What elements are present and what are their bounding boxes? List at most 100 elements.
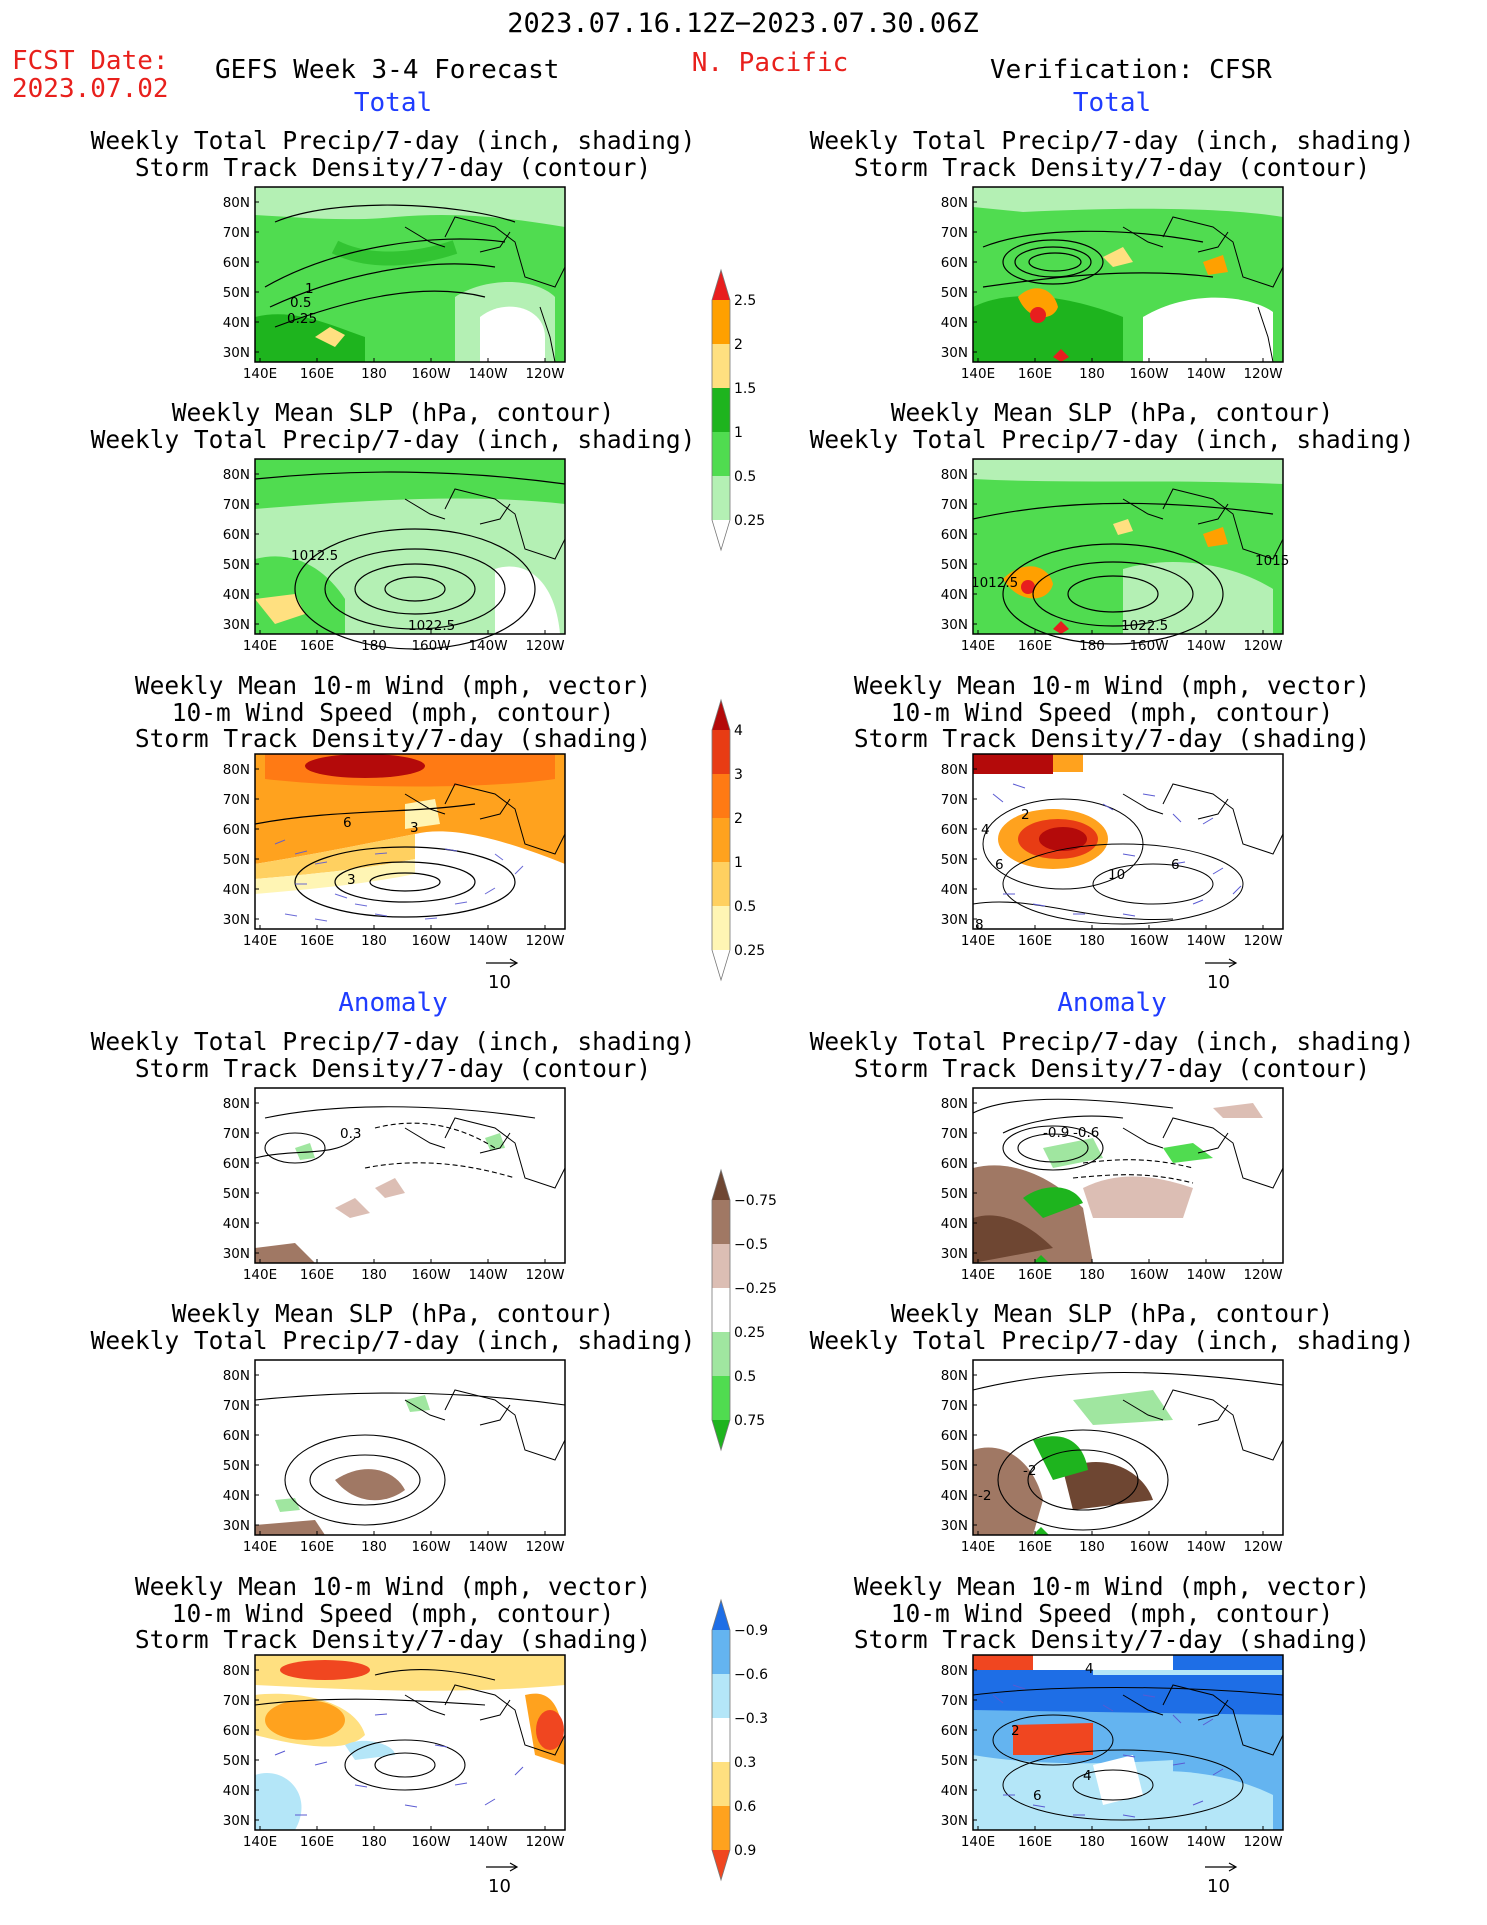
lon-tick-label: 160E xyxy=(1018,933,1052,949)
lat-tick-label: 30N xyxy=(941,1246,968,1262)
map-svg: -2 -2 80N 70N 60N 50N 40N 30N 140E 160E 180 160W 1… xyxy=(941,1359,1284,1555)
lat-tick-label: 60N xyxy=(223,1723,250,1739)
lat-tick-label: 80N xyxy=(223,762,250,778)
panel-title-total-precip-cfsr: Weekly Total Precip/7-day (inch, shading… xyxy=(809,126,1415,182)
colorbar-swatch xyxy=(712,1762,730,1806)
lon-tick-label: 180 xyxy=(361,638,387,654)
lat-tick-label: 70N xyxy=(223,1693,250,1709)
contour-label: 6 xyxy=(1171,857,1180,873)
lat-tick-label: 30N xyxy=(941,617,968,633)
lat-tick-label: 40N xyxy=(223,315,250,331)
colorbar-swatch xyxy=(712,1170,730,1200)
lat-tick-label: 80N xyxy=(941,1663,968,1679)
arrow-icon: 10 xyxy=(1205,958,1238,993)
svg-text:10: 10 xyxy=(1207,1876,1230,1897)
lon-tick-label: 160W xyxy=(1129,933,1168,949)
map-anom-wind-fcst: 80N 70N 60N 50N 40N 30N 140E 160E 180 160W 140W 120… xyxy=(223,1654,566,1855)
lon-tick-label: 140W xyxy=(1186,638,1225,654)
lon-tick-label: 140W xyxy=(468,1539,507,1555)
lat-tick-label: 30N xyxy=(941,912,968,928)
map-svg: 80N 70N 60N 50N 40N 30N 140E 160E 180 160W 140W 120… xyxy=(223,1654,566,1850)
contour-label: 6 xyxy=(343,815,352,831)
colorbar-track-total: 4 3 2 1 0.5 0.25 xyxy=(711,698,792,982)
lat-tick-label: 80N xyxy=(941,467,968,483)
colorbar-label: −0.75 xyxy=(734,1193,777,1209)
lon-tick-label: 120W xyxy=(1243,933,1282,949)
lat-tick-label: 70N xyxy=(941,225,968,241)
lon-tick-label: 140W xyxy=(1186,1539,1225,1555)
panel-title-anom-precip-fcst: Weekly Total Precip/7-day (inch, shading… xyxy=(90,1027,696,1083)
contour-label: -0.6 xyxy=(1073,1125,1099,1141)
lon-tick-label: 120W xyxy=(525,1267,564,1283)
lon-tick-label: 160E xyxy=(1018,1539,1052,1555)
contour-label: 6 xyxy=(1033,1788,1042,1804)
lat-tick-label: 70N xyxy=(941,1693,968,1709)
lon-tick-label: 140W xyxy=(1186,933,1225,949)
lat-tick-label: 30N xyxy=(223,1518,250,1534)
lon-tick-label: 140W xyxy=(468,933,507,949)
svg-text:10: 10 xyxy=(488,972,511,993)
lat-tick-label: 80N xyxy=(223,467,250,483)
colorbar-label: −0.25 xyxy=(734,1281,777,1297)
panel-title-anom-wind-cfsr: Weekly Mean 10-m Wind (mph, vector) 10-m … xyxy=(853,1572,1371,1654)
colorbar-swatch xyxy=(712,1376,730,1420)
lat-tick-label: 50N xyxy=(223,1186,250,1202)
colorbar-swatch xyxy=(712,730,730,774)
lon-tick-label: 120W xyxy=(1243,1834,1282,1850)
panel-title-anom-precip-cfsr: Weekly Total Precip/7-day (inch, shading… xyxy=(809,1027,1415,1083)
lat-tick-label: 40N xyxy=(941,315,968,331)
lon-tick-label: 160W xyxy=(411,366,450,382)
colorbar-label: 0.5 xyxy=(734,899,756,915)
map-svg: -0.9 -0.6 80N 70N 60N 50N 40N 30N 140E 160E 180 1… xyxy=(941,1087,1284,1283)
lat-tick-label: 80N xyxy=(223,1663,250,1679)
lon-tick-label: 120W xyxy=(525,933,564,949)
colorbar-label: 0.6 xyxy=(734,1799,756,1815)
colorbar-outline xyxy=(711,1598,731,1882)
colorbar-swatch xyxy=(712,1806,730,1850)
lat-tick-label: 80N xyxy=(941,1096,968,1112)
colorbar-label: 2 xyxy=(734,811,743,827)
lon-tick-label: 160W xyxy=(1129,638,1168,654)
lat-tick-label: 30N xyxy=(223,1246,250,1262)
lon-tick-label: 160W xyxy=(1129,1539,1168,1555)
vector-reference-anom-cfsr: 10 xyxy=(1203,1862,1243,1902)
colorbar-swatch xyxy=(712,270,730,300)
lat-tick-label: 40N xyxy=(941,882,968,898)
lon-tick-label: 140E xyxy=(243,638,277,654)
lat-tick-label: 70N xyxy=(223,1398,250,1414)
forecast-title: GEFS Week 3-4 Forecast xyxy=(215,55,560,85)
contour-label: 4 xyxy=(1085,1661,1094,1677)
map-svg: 0.3 80N 70N 60N 50N 40N 30N 140E 160E 180 160W 140… xyxy=(223,1087,566,1283)
lat-tick-label: 40N xyxy=(941,1216,968,1232)
lon-tick-label: 140E xyxy=(961,366,995,382)
lon-tick-label: 180 xyxy=(1079,638,1105,654)
lon-tick-label: 140W xyxy=(1186,366,1225,382)
map-svg: 1012.5 1022.5 1015 80N 70N 60N 50N 40N 30N 140… xyxy=(941,458,1289,654)
fcst-date-value: 2023.07.02 xyxy=(12,74,169,104)
arrow-icon: 10 xyxy=(1205,1862,1238,1897)
contour-label: 3 xyxy=(410,820,419,836)
contour-label: 1022.5 xyxy=(1121,618,1168,634)
lon-tick-label: 120W xyxy=(1243,366,1282,382)
lat-tick-label: 60N xyxy=(223,527,250,543)
lon-tick-label: 140E xyxy=(243,1267,277,1283)
colorbar-swatch xyxy=(712,1332,730,1376)
colorbar-svg: 4 3 2 1 0.5 0.25 xyxy=(711,698,765,982)
lat-tick-label: 60N xyxy=(941,527,968,543)
lon-tick-label: 140E xyxy=(961,1539,995,1555)
lat-tick-label: 50N xyxy=(223,1458,250,1474)
lat-tick-label: 30N xyxy=(223,1813,250,1829)
lon-tick-label: 120W xyxy=(525,366,564,382)
lon-tick-label: 140E xyxy=(961,933,995,949)
lat-tick-label: 60N xyxy=(223,1156,250,1172)
panel-title-total-precip-fcst: Weekly Total Precip/7-day (inch, shading… xyxy=(90,126,696,182)
lon-tick-label: 180 xyxy=(1079,1834,1105,1850)
contour-label: 8 xyxy=(975,917,984,933)
lon-tick-label: 120W xyxy=(1243,638,1282,654)
map-svg: 1 0.5 0.25 80N 70N 60N 50N 40N 30N 140E 160E 180… xyxy=(223,186,566,382)
lon-tick-label: 140E xyxy=(243,366,277,382)
lat-tick-label: 70N xyxy=(223,792,250,808)
lat-tick-label: 30N xyxy=(223,617,250,633)
arrow-icon: 10 xyxy=(486,958,519,993)
colorbar-swatch xyxy=(712,388,730,432)
